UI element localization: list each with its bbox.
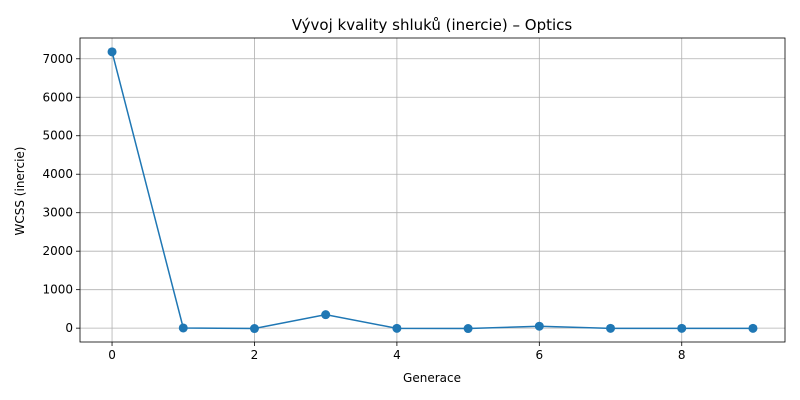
axes bbox=[79, 37, 786, 343]
data-point bbox=[321, 310, 331, 320]
chart-title: Vývoj kvality shluků (inercie) – Optics bbox=[292, 16, 573, 34]
data-point bbox=[534, 321, 544, 331]
x-tick-label: 8 bbox=[678, 348, 686, 362]
x-tick-label: 0 bbox=[108, 348, 116, 362]
data-point bbox=[249, 324, 259, 334]
x-axis-label: Generace bbox=[403, 371, 461, 385]
data-point bbox=[606, 323, 616, 333]
y-tick-label: 6000 bbox=[42, 90, 73, 104]
y-axis-label: WCSS (inercie) bbox=[13, 147, 27, 236]
data-point bbox=[748, 323, 758, 333]
x-tick-label: 6 bbox=[535, 348, 543, 362]
data-point bbox=[392, 323, 402, 333]
y-tick-label: 2000 bbox=[42, 244, 73, 258]
series-line bbox=[111, 51, 753, 330]
y-tick-label: 5000 bbox=[42, 129, 73, 143]
data-point bbox=[677, 323, 687, 333]
x-tick-label: 4 bbox=[393, 348, 401, 362]
data-point bbox=[107, 47, 117, 57]
y-tick-label: 0 bbox=[65, 321, 73, 335]
y-tick-label: 1000 bbox=[42, 283, 73, 297]
data-point bbox=[463, 324, 473, 334]
data-point bbox=[178, 323, 188, 333]
y-tick-label: 4000 bbox=[42, 167, 73, 181]
plot-frame bbox=[79, 37, 786, 343]
grid bbox=[80, 38, 785, 342]
series bbox=[107, 47, 758, 334]
y-tick-label: 3000 bbox=[42, 206, 73, 220]
ticks: 0 2 4 6 8 0 1000 2000 3000 4000 5000 6000 7000 bbox=[42, 52, 685, 362]
x-tick-label: 2 bbox=[251, 348, 259, 362]
y-tick-label: 7000 bbox=[42, 52, 73, 66]
